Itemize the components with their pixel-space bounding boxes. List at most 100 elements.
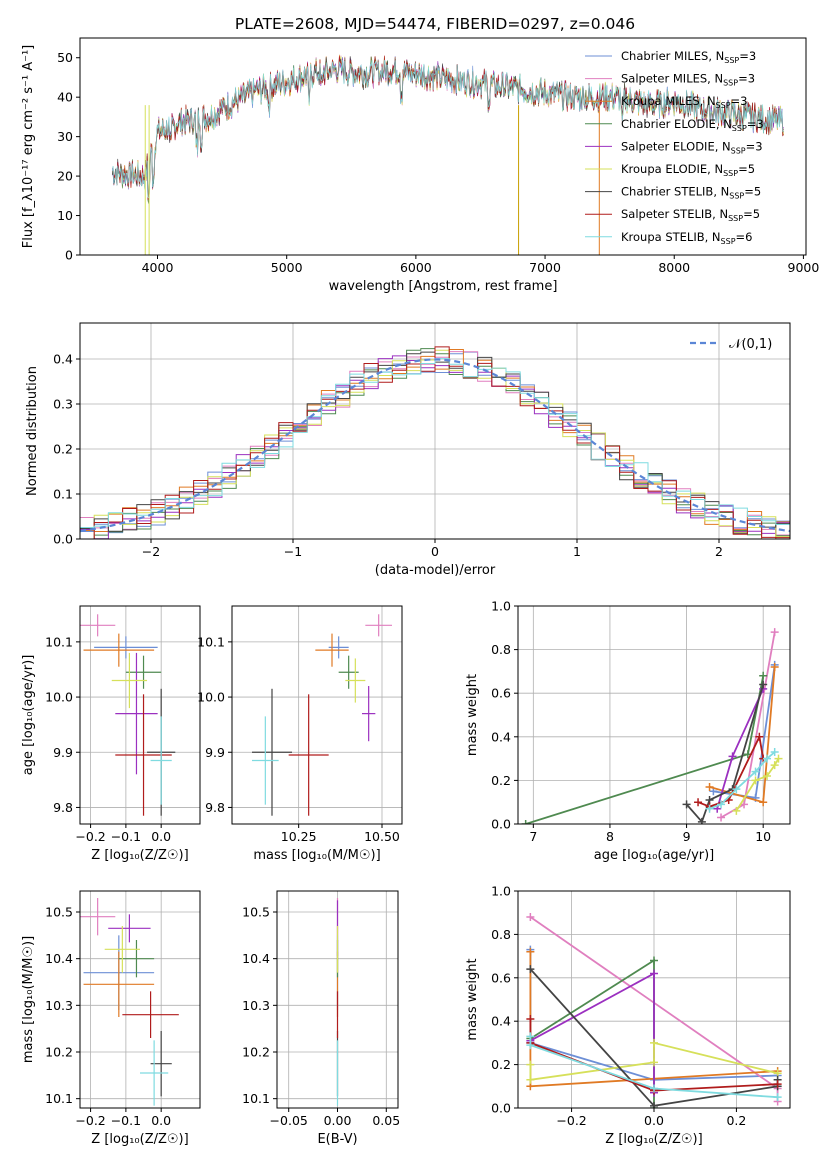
legend-label: Chabrier STELIB, NSSP=5 xyxy=(621,185,761,201)
plot-area xyxy=(521,628,783,824)
y-tick-label: 0.8 xyxy=(491,642,511,657)
errorbar-point xyxy=(140,1040,169,1106)
x-tick-label: −0.2 xyxy=(556,1113,586,1128)
errorbar-point xyxy=(94,636,158,659)
mass-weight-marker xyxy=(694,798,703,807)
y-tick-label: 30 xyxy=(57,129,73,144)
y-tick-label: 0.6 xyxy=(491,970,511,985)
x-tick-label: 5000 xyxy=(271,260,303,275)
mass-weight-marker xyxy=(526,1032,535,1041)
y-tick-label: 10.0 xyxy=(197,690,225,705)
y-tick-label: 9.8 xyxy=(205,800,225,815)
y-tick-label: 1.0 xyxy=(491,599,511,614)
y-tick-label: 10 xyxy=(57,208,73,223)
errorbar-point xyxy=(288,694,329,816)
panel-massweight-vs-age: 7 8 9 10 0.0 0.2 0.4 0.6 0.8 1.0 age [log₁₀(age/yr… xyxy=(465,599,791,863)
mass-weight-marker xyxy=(759,798,768,807)
y-tick-label: 20 xyxy=(57,169,73,184)
y-axis-label: age [log₁₀(age/yr)] xyxy=(21,655,36,776)
y-tick-label: 10.2 xyxy=(45,1045,73,1060)
mass-weight-series xyxy=(529,1036,778,1099)
panel-mass-vs-ebv: −0.05 0.00 0.05 10.1 10.2 10.3 10.4 10.5 E(B-V) xyxy=(242,890,400,1147)
mass-weight-marker xyxy=(751,767,760,776)
x-tick-label: −0.2 xyxy=(75,829,105,844)
x-tick-label: 9 xyxy=(683,829,691,844)
mass-weight-marker xyxy=(732,785,741,794)
errorbar-point xyxy=(122,991,179,1038)
spectrum-line xyxy=(111,59,784,199)
mass-weight-marker xyxy=(526,1075,535,1084)
plot-area xyxy=(80,614,176,816)
y-tick-label: 10.5 xyxy=(242,905,270,920)
errorbar-point xyxy=(80,898,116,936)
x-axis-label: mass [log₁₀(M/M☉)] xyxy=(253,848,380,863)
plot-area xyxy=(80,898,179,1106)
mass-weight-marker xyxy=(650,969,658,978)
errorbar-point xyxy=(150,716,172,805)
errorbar-point xyxy=(111,652,148,709)
y-tick-label: 10.0 xyxy=(45,690,73,705)
mass-weight-marker xyxy=(526,1060,535,1069)
x-tick-label: 0.00 xyxy=(324,1113,352,1128)
axes-overlay: −0.2 0.0 0.2 0.0 0.2 0.4 0.6 0.8 1.0 Z [log₁₀(Z/Z… xyxy=(465,884,791,1147)
panel-mass-vs-Z: −0.2 −0.1 0.0 10.1 10.2 10.3 10.4 10.5 Z [log₁₀(… xyxy=(21,890,201,1147)
y-tick-label: 0.0 xyxy=(53,532,73,547)
axes-overlay: 7 8 9 10 0.0 0.2 0.4 0.6 0.8 1.0 age [log₁₀(age/yr… xyxy=(465,599,791,863)
legend-label: Salpeter ELODIE, NSSP=3 xyxy=(621,139,763,155)
mass-weight-marker xyxy=(650,1058,658,1067)
figure-title: PLATE=2608, MJD=54474, FIBERID=0297, z=0… xyxy=(235,15,635,33)
mass-weight-marker xyxy=(526,965,535,974)
panel-spectrum: 4000 5000 6000 7000 8000 9000 0 10 20 30 40 50 wavel… xyxy=(21,37,819,294)
mass-weight-marker xyxy=(717,800,726,809)
legend-label: Salpeter STELIB, NSSP=5 xyxy=(621,207,760,223)
legend-label: Kroupa MILES, NSSP=3 xyxy=(621,94,747,110)
mass-weight-marker xyxy=(650,956,658,965)
x-tick-label: 10.50 xyxy=(364,829,400,844)
legend-label: Kroupa STELIB, NSSP=6 xyxy=(621,230,752,246)
mass-weight-marker xyxy=(732,806,741,815)
x-tick-label: 0.05 xyxy=(372,1113,400,1128)
x-tick-label: 6000 xyxy=(400,260,432,275)
y-tick-label: 0.0 xyxy=(491,817,511,832)
y-tick-label: 0.2 xyxy=(491,773,511,788)
x-axis-label: (data-model)/error xyxy=(375,563,496,578)
errorbar-point xyxy=(83,633,155,667)
errorbar-point xyxy=(80,614,116,637)
axes-overlay: −0.05 0.00 0.05 10.1 10.2 10.3 10.4 10.5 E(B-V) xyxy=(242,890,400,1147)
legend-label: Chabrier MILES, NSSP=3 xyxy=(621,49,756,65)
y-tick-label: 10.3 xyxy=(45,998,73,1013)
y-tick-label: 0 xyxy=(65,248,73,263)
mass-weight-marker xyxy=(650,1101,658,1108)
y-tick-label: 10.3 xyxy=(242,998,270,1013)
errorbar-point xyxy=(115,652,158,775)
y-tick-label: 9.9 xyxy=(205,745,225,760)
y-axis-label: mass [log₁₀(M/M☉)] xyxy=(21,936,36,1063)
x-axis-label: Z [log₁₀(Z/Z☉)] xyxy=(605,1132,702,1147)
residual-histogram xyxy=(80,351,790,534)
mass-weight-marker xyxy=(773,1093,782,1102)
y-tick-label: 0.2 xyxy=(491,1057,511,1072)
axes-overlay: 4000 5000 6000 7000 8000 9000 0 10 20 30 40 50 wavel… xyxy=(21,37,819,294)
mass-weight-marker xyxy=(759,671,768,680)
errorbar-point xyxy=(252,716,279,805)
panel-age-vs-Z: −0.2 −0.1 0.0 9.8 9.9 10.0 10.1 Z [log₁₀(Z/Z☉)]… xyxy=(21,605,201,863)
y-axis-label: mass weight xyxy=(465,674,480,756)
x-tick-label: 0.0 xyxy=(151,1113,171,1128)
mass-weight-marker xyxy=(682,800,691,809)
y-tick-label: 40 xyxy=(57,90,73,105)
mass-weight-marker xyxy=(650,1084,658,1093)
mass-weight-marker xyxy=(770,628,779,637)
y-tick-label: 10.1 xyxy=(45,1091,73,1106)
x-tick-label: 2 xyxy=(715,544,723,559)
panel-age-vs-mass: 10.25 10.50 9.8 9.9 10.0 10.1 mass [log₁₀(M/M☉… xyxy=(197,605,403,863)
x-tick-label: 8 xyxy=(606,829,614,844)
errorbar-point xyxy=(83,951,155,1017)
spectrum-legend: Chabrier MILES, NSSP=3 Salpeter MILES, NS… xyxy=(585,49,764,246)
mass-weight-marker xyxy=(763,754,772,763)
panel-massweight-vs-Z: −0.2 0.0 0.2 0.0 0.2 0.4 0.6 0.8 1.0 Z [log₁₀(Z/Z… xyxy=(465,884,791,1147)
errorbar-point xyxy=(252,688,292,816)
mass-weight-marker xyxy=(705,804,714,813)
mass-weight-marker xyxy=(728,752,737,761)
mass-weight-marker xyxy=(770,748,779,757)
